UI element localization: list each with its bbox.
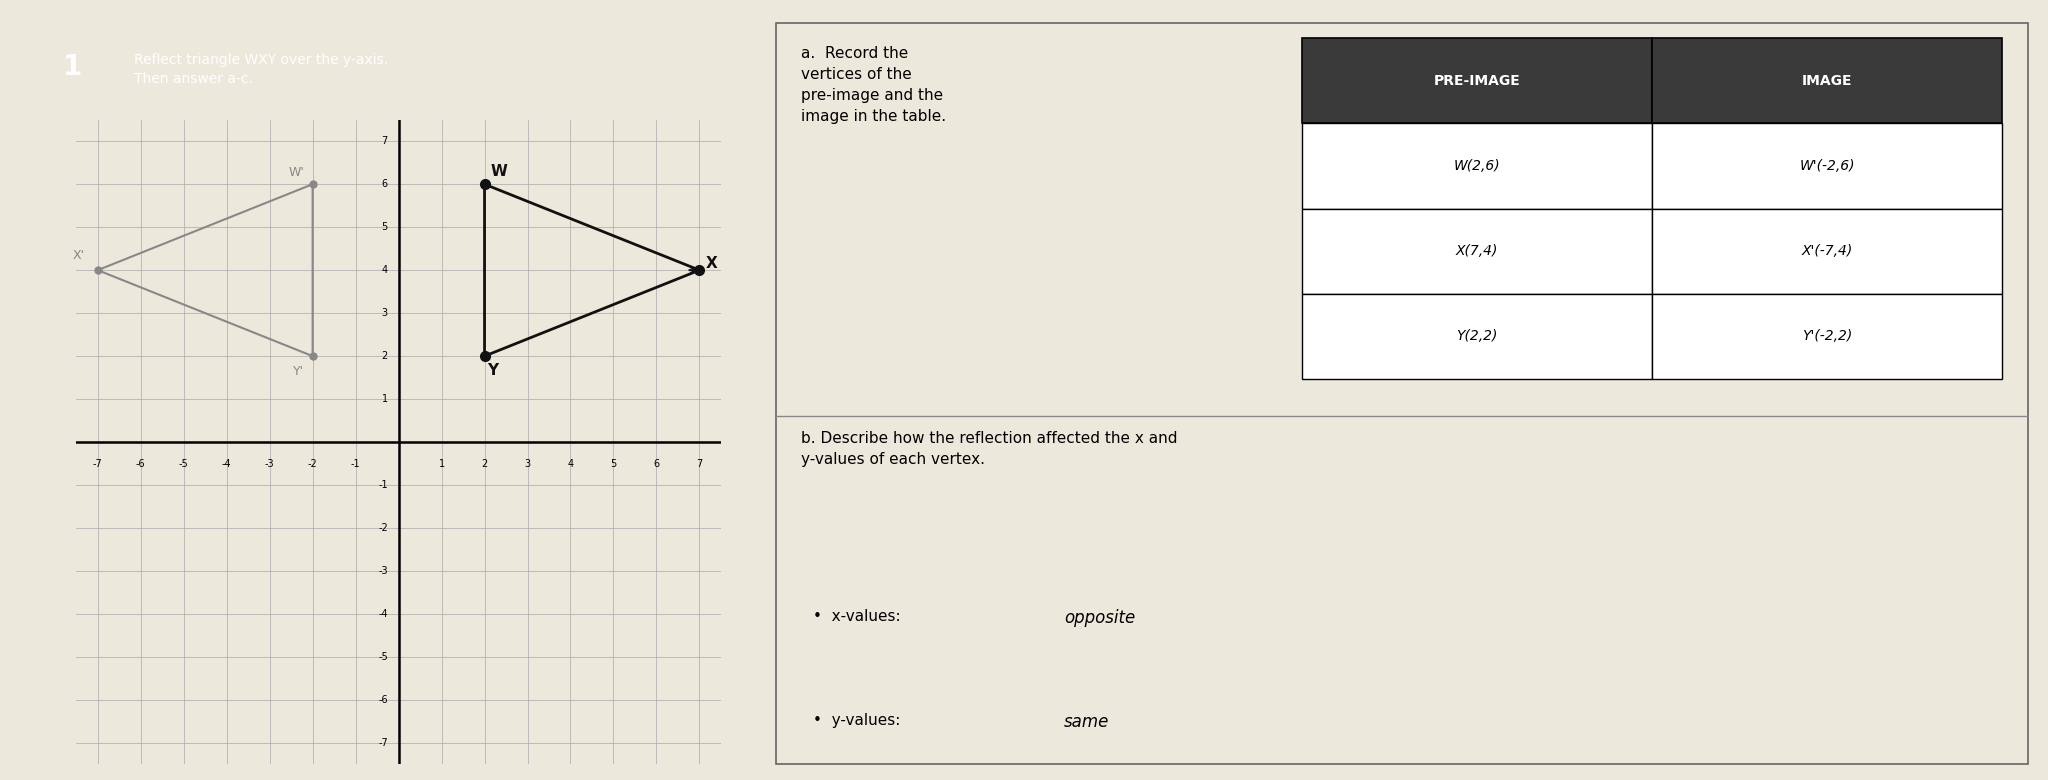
Text: Reflect triangle WXY over the y-axis.
Then answer a-c.: Reflect triangle WXY over the y-axis. Th… <box>133 53 387 87</box>
Bar <box>1653 38 2003 123</box>
Text: -5: -5 <box>178 459 188 470</box>
Text: -2: -2 <box>379 523 387 533</box>
Text: •  x-values:: • x-values: <box>813 608 901 624</box>
Text: -1: -1 <box>379 480 387 490</box>
Text: 7: 7 <box>696 459 702 470</box>
Text: 1: 1 <box>438 459 444 470</box>
Text: W': W' <box>289 165 303 179</box>
Text: -7: -7 <box>92 459 102 470</box>
Text: Y: Y <box>487 363 498 378</box>
Text: -6: -6 <box>135 459 145 470</box>
Text: Y(2,2): Y(2,2) <box>1456 329 1497 343</box>
Text: -7: -7 <box>379 738 387 748</box>
Text: -5: -5 <box>379 652 387 662</box>
Text: W: W <box>492 164 508 179</box>
Text: Y': Y' <box>293 366 303 378</box>
Text: W'(-2,6): W'(-2,6) <box>1800 159 1855 173</box>
Text: PRE-IMAGE: PRE-IMAGE <box>1434 74 1520 88</box>
Text: same: same <box>1063 713 1110 731</box>
Text: b. Describe how the reflection affected the x and
y-values of each vertex.: b. Describe how the reflection affected … <box>801 431 1178 467</box>
Text: IMAGE: IMAGE <box>1802 74 1853 88</box>
Bar <box>1303 123 1653 208</box>
Text: -6: -6 <box>379 695 387 705</box>
Text: W(2,6): W(2,6) <box>1454 159 1499 173</box>
Text: X(7,4): X(7,4) <box>1456 244 1497 258</box>
Text: -2: -2 <box>307 459 317 470</box>
Bar <box>1303 294 1653 379</box>
Text: 1: 1 <box>381 394 387 404</box>
Text: -1: -1 <box>350 459 360 470</box>
Bar <box>1653 294 2003 379</box>
Text: 4: 4 <box>381 265 387 275</box>
Bar <box>1653 123 2003 208</box>
Text: 5: 5 <box>381 222 387 232</box>
Text: 5: 5 <box>610 459 616 470</box>
Text: -3: -3 <box>379 566 387 576</box>
Text: -4: -4 <box>221 459 231 470</box>
Text: opposite: opposite <box>1063 608 1135 627</box>
Text: 6: 6 <box>653 459 659 470</box>
Text: -3: -3 <box>264 459 274 470</box>
Text: 6: 6 <box>381 179 387 190</box>
Text: 7: 7 <box>381 136 387 146</box>
Text: X: X <box>707 256 717 271</box>
Text: Y'(-2,2): Y'(-2,2) <box>1802 329 1851 343</box>
Text: 1: 1 <box>61 53 82 81</box>
Text: 3: 3 <box>381 308 387 318</box>
Text: •  y-values:: • y-values: <box>813 713 901 728</box>
Text: 4: 4 <box>567 459 573 470</box>
Text: 3: 3 <box>524 459 530 470</box>
Text: -4: -4 <box>379 609 387 619</box>
Text: 2: 2 <box>381 351 387 361</box>
Bar <box>1303 208 1653 294</box>
Text: X': X' <box>74 250 84 262</box>
Bar <box>1653 208 2003 294</box>
Bar <box>1303 38 1653 123</box>
Text: a.  Record the
vertices of the
pre-image and the
image in the table.: a. Record the vertices of the pre-image … <box>801 45 946 123</box>
Text: 2: 2 <box>481 459 487 470</box>
Text: X'(-7,4): X'(-7,4) <box>1802 244 1853 258</box>
